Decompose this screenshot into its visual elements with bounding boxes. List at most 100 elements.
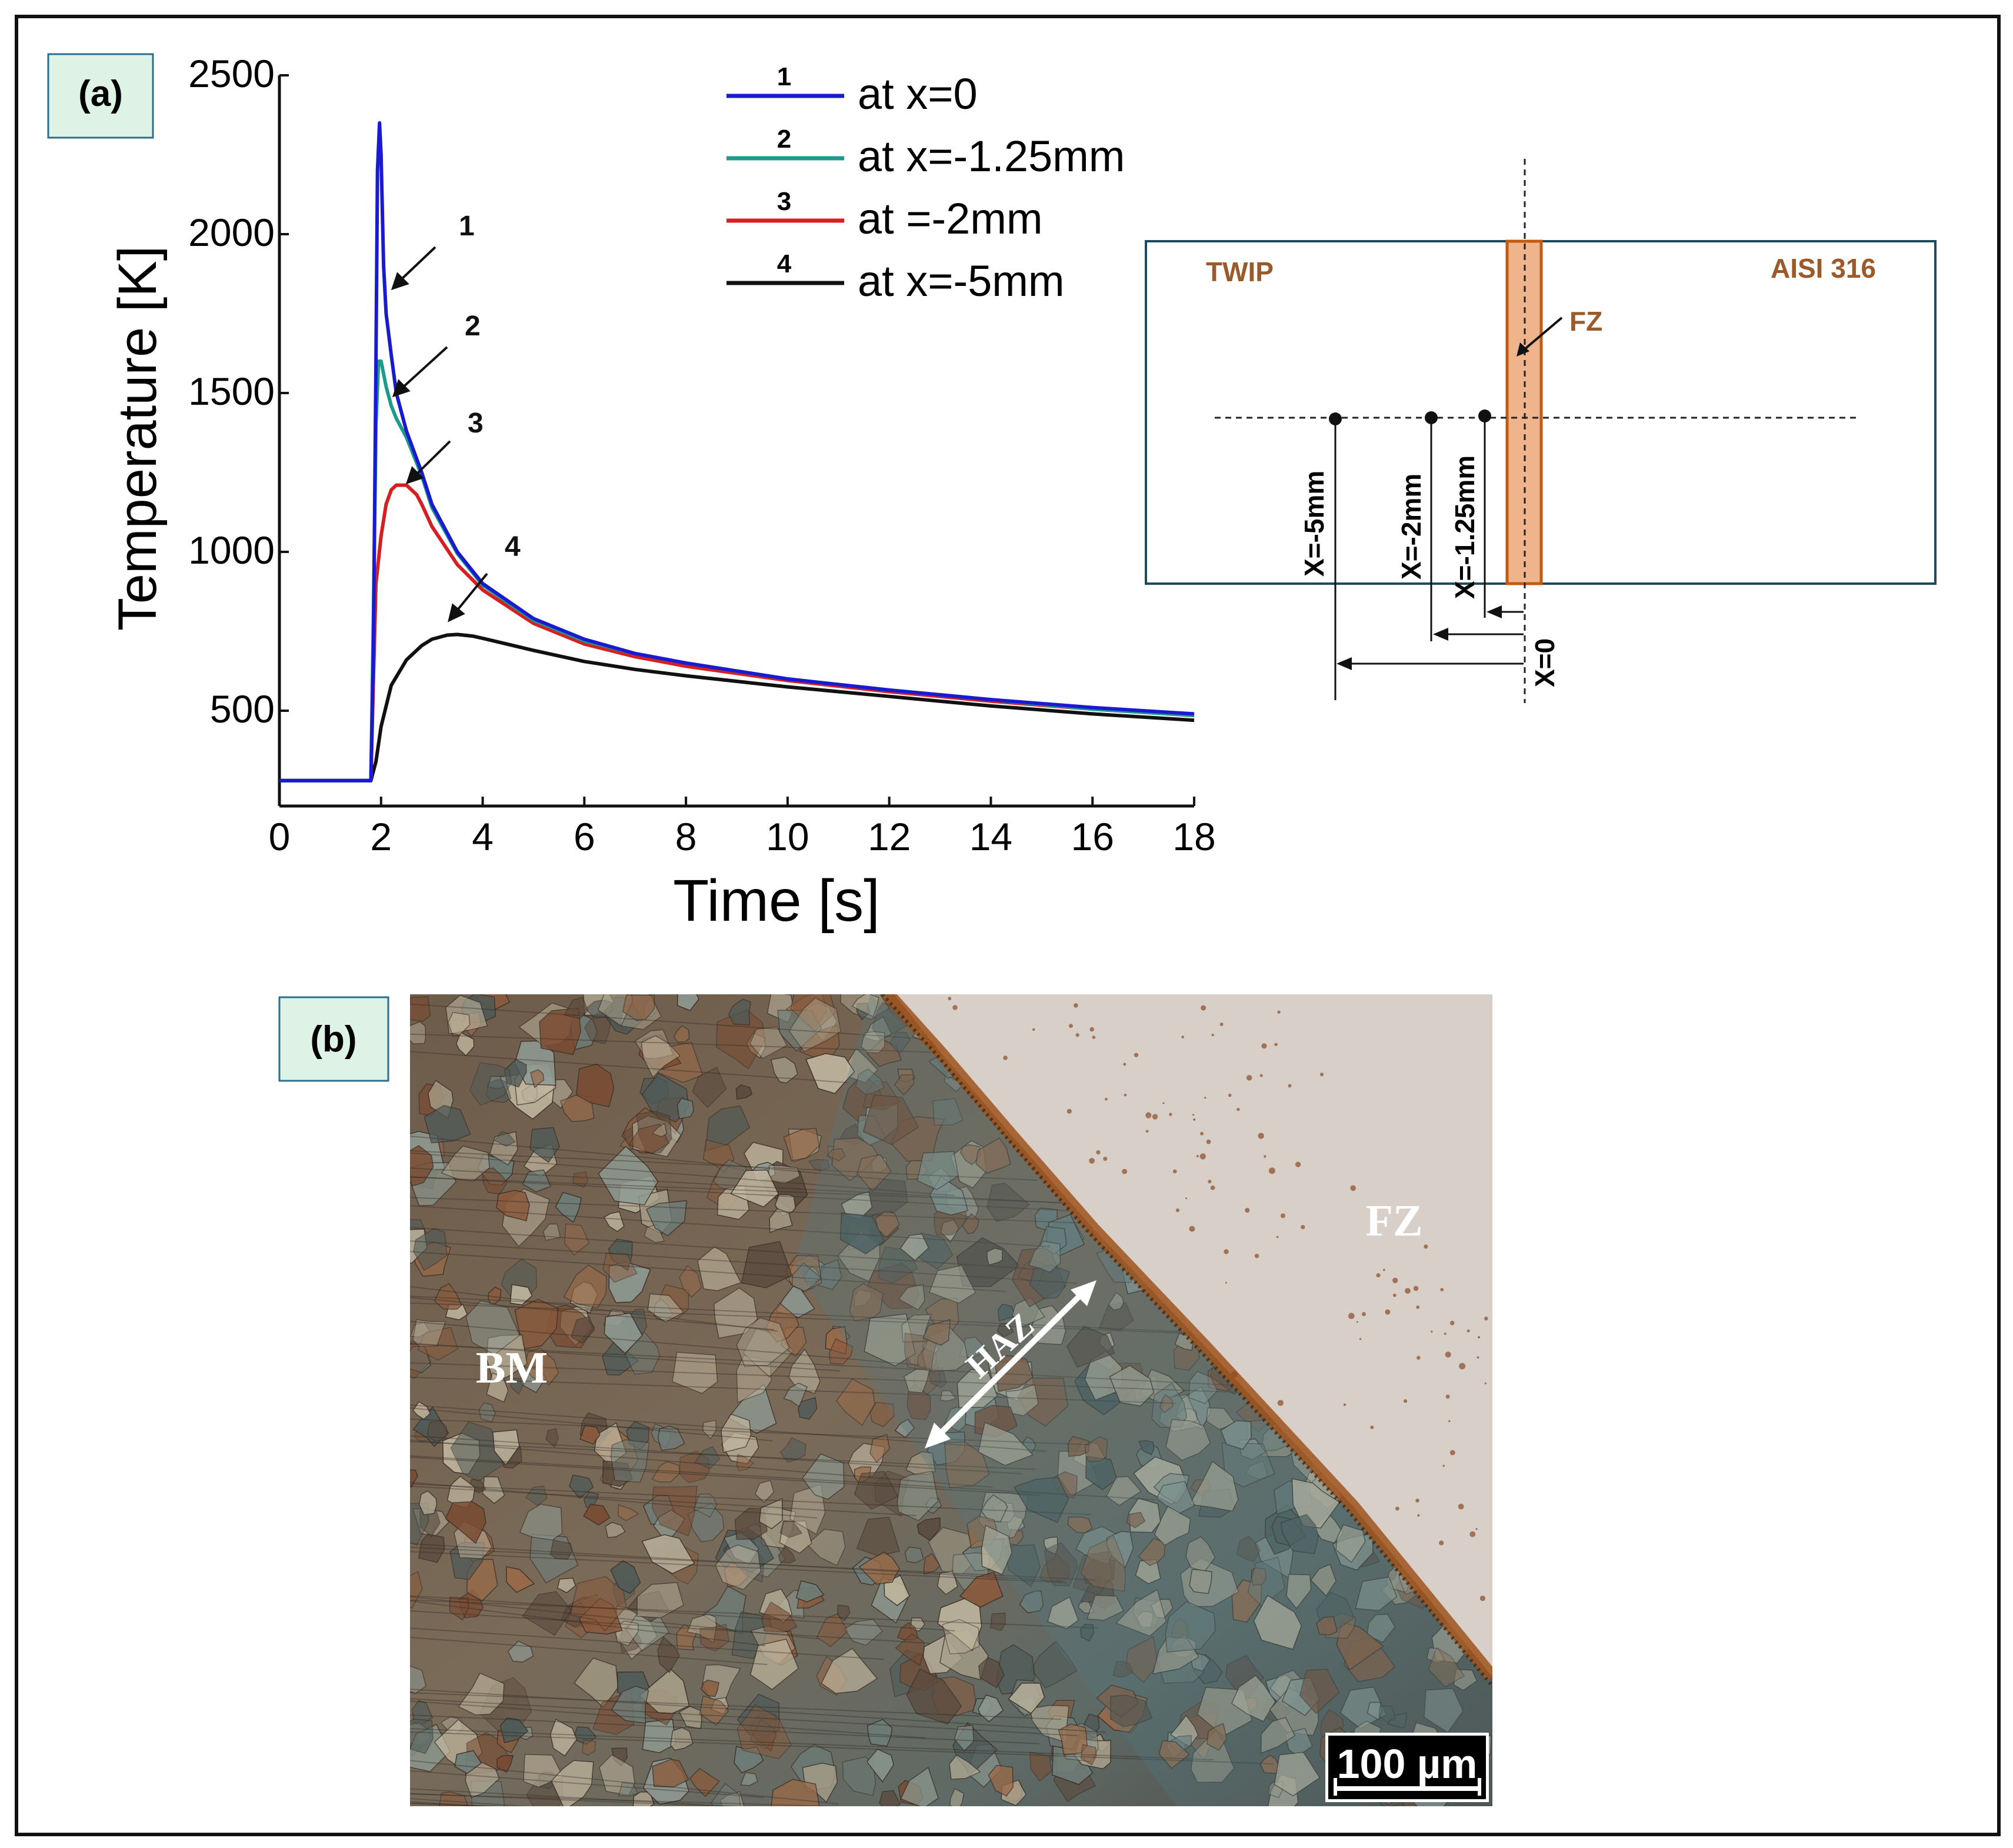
- grain: [645, 1200, 688, 1237]
- speck: [1162, 1102, 1165, 1104]
- polish-streak: [410, 1486, 917, 1517]
- grain: [1251, 1567, 1267, 1586]
- grain: [507, 1640, 534, 1663]
- grain: [1086, 1594, 1124, 1621]
- grain: [783, 1128, 820, 1161]
- speck: [1092, 1035, 1096, 1039]
- grain: [977, 1694, 1004, 1723]
- grain: [556, 1577, 576, 1593]
- speck: [1228, 1093, 1232, 1097]
- speck: [1201, 1005, 1207, 1011]
- grain: [598, 1146, 659, 1206]
- grain: [670, 1727, 694, 1751]
- grain: [1125, 1636, 1158, 1683]
- grain: [961, 1213, 979, 1234]
- grain: [994, 1354, 1034, 1392]
- polish-streak: [410, 1051, 848, 1084]
- legend-label-4: at x=-5mm: [858, 257, 1065, 305]
- x-tick-label-6: 6: [574, 815, 595, 858]
- speck: [1206, 1139, 1211, 1144]
- grain: [736, 1317, 790, 1367]
- grain: [410, 1021, 426, 1044]
- x-tick-label-16: 16: [1071, 815, 1114, 858]
- polish-streak: [410, 1698, 1078, 1737]
- grain: [716, 1009, 766, 1070]
- grain: [790, 994, 836, 1032]
- grain: [481, 1167, 508, 1194]
- micrograph: [410, 994, 1492, 1806]
- grain: [978, 1657, 1005, 1689]
- grain: [1058, 1723, 1088, 1756]
- grain: [549, 1719, 578, 1757]
- grain: [1335, 1524, 1366, 1563]
- grain: [564, 1223, 590, 1256]
- grain: [869, 1401, 895, 1427]
- grain: [959, 1571, 1004, 1608]
- grain: [1044, 1541, 1078, 1587]
- grain: [711, 1783, 741, 1806]
- fz-region-label: FZ: [1365, 1196, 1422, 1246]
- grain: [642, 1718, 676, 1753]
- grain: [736, 1704, 792, 1760]
- speck: [1385, 1309, 1391, 1315]
- annotation-3: 3: [405, 408, 484, 485]
- polish-streak: [410, 1176, 1148, 1216]
- speck: [1370, 1426, 1374, 1429]
- grain: [839, 1212, 885, 1254]
- speck: [1277, 1400, 1284, 1406]
- grain: [418, 1490, 438, 1516]
- polish-streak: [410, 1343, 1240, 1386]
- speck: [1359, 1338, 1362, 1340]
- grain: [448, 1011, 471, 1036]
- speck: [1449, 1320, 1455, 1326]
- grain: [1084, 1350, 1122, 1401]
- grain: [916, 1151, 959, 1190]
- speck: [1484, 1382, 1487, 1384]
- speck: [1122, 1168, 1127, 1174]
- grain: [418, 1533, 445, 1563]
- grain: [949, 1788, 965, 1806]
- grain: [1378, 1705, 1397, 1723]
- polish-streak: [410, 1227, 1035, 1270]
- grain: [875, 1211, 900, 1238]
- grain: [702, 1419, 716, 1440]
- grain: [779, 1437, 806, 1463]
- grain: [496, 1754, 514, 1773]
- speck: [1439, 1540, 1444, 1546]
- speck: [1469, 1531, 1476, 1537]
- grain: [849, 1283, 884, 1322]
- grain: [1080, 1744, 1097, 1766]
- grain: [975, 1137, 1011, 1174]
- polish-streak: [410, 1297, 775, 1330]
- speck: [1382, 1268, 1385, 1271]
- polish-streak: [410, 1343, 841, 1372]
- grain: [734, 1746, 764, 1774]
- grain: [705, 1105, 751, 1152]
- legend-entry-2: 2 at x=-1.25mm: [726, 125, 1125, 181]
- grain: [854, 1471, 899, 1510]
- grain: [1206, 1407, 1237, 1430]
- grain: [928, 1264, 976, 1304]
- speck: [1219, 1023, 1224, 1026]
- dim-x-5mm: X=-5mm: [1299, 471, 1329, 577]
- grain: [1067, 1516, 1093, 1534]
- grain: [1112, 1660, 1134, 1678]
- grain: [788, 997, 842, 1053]
- grain: [735, 1084, 753, 1100]
- grain: [898, 1283, 925, 1311]
- grain: [856, 1154, 892, 1192]
- grain: [652, 1759, 689, 1788]
- legend-entry-3: 3 at =-2mm: [726, 187, 1043, 243]
- grain: [791, 1262, 822, 1293]
- grain: [1098, 1302, 1134, 1331]
- grain: [488, 1286, 502, 1306]
- speck: [1274, 1043, 1278, 1047]
- grain: [894, 1419, 915, 1439]
- grain: [410, 1719, 434, 1754]
- grain: [1029, 1264, 1071, 1300]
- grain: [1084, 1436, 1108, 1463]
- grain: [835, 1378, 875, 1426]
- grain: [899, 1233, 929, 1261]
- grain: [1047, 1596, 1079, 1630]
- bm-region-label: BM: [476, 1343, 548, 1393]
